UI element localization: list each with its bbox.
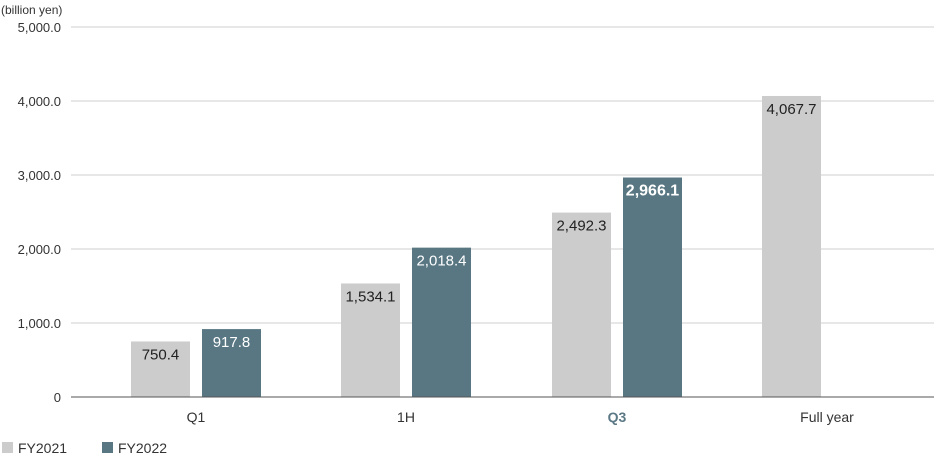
y-tick-label: 4,000.0 bbox=[18, 94, 61, 109]
legend-swatch bbox=[102, 442, 113, 453]
y-axis-unit-label: (billion yen) bbox=[1, 3, 62, 17]
bar-fy2021-q1 bbox=[131, 341, 190, 397]
y-tick-label: 1,000.0 bbox=[18, 316, 61, 331]
legend-label: FY2021 bbox=[18, 440, 67, 456]
bar-fy2022-q1 bbox=[202, 329, 261, 397]
legend-swatch bbox=[2, 442, 13, 453]
x-category-label: Q3 bbox=[608, 409, 627, 425]
y-tick-label: 0 bbox=[54, 390, 61, 405]
value-label: 917.8 bbox=[213, 334, 251, 351]
y-axis-ticks: 0 1,000.0 2,000.0 3,000.0 4,000.0 5,000.0 bbox=[18, 20, 61, 405]
value-label: 2,966.1 bbox=[626, 183, 679, 200]
y-tick-label: 5,000.0 bbox=[18, 20, 61, 35]
legend-label: FY2022 bbox=[118, 440, 167, 456]
bar-fy2021-1h bbox=[341, 283, 400, 397]
value-label: 2,018.4 bbox=[416, 253, 466, 270]
x-category-label: 1H bbox=[397, 409, 415, 425]
value-label: 750.4 bbox=[142, 346, 180, 363]
value-label: 4,067.7 bbox=[766, 101, 816, 118]
x-axis-categories: Q1 1H Q3 Full year bbox=[187, 409, 855, 425]
x-category-label: Full year bbox=[800, 409, 854, 425]
y-tick-label: 3,000.0 bbox=[18, 168, 61, 183]
y-tick-label: 2,000.0 bbox=[18, 242, 61, 257]
value-label: 2,492.3 bbox=[556, 218, 606, 235]
value-label: 1,534.1 bbox=[345, 288, 395, 305]
bar-fy2021-full-year bbox=[762, 95, 821, 397]
bar-fy2022-1h bbox=[412, 247, 471, 397]
legend: FY2021 FY2022 bbox=[2, 440, 167, 456]
bars: 750.4 917.8 1,534.1 2,018.4 2,492.3 2,966.1 4,… bbox=[131, 95, 821, 397]
x-category-label: Q1 bbox=[187, 409, 206, 425]
bar-fy2022-q3 bbox=[623, 177, 682, 397]
bar-fy2021-q3 bbox=[552, 212, 611, 397]
